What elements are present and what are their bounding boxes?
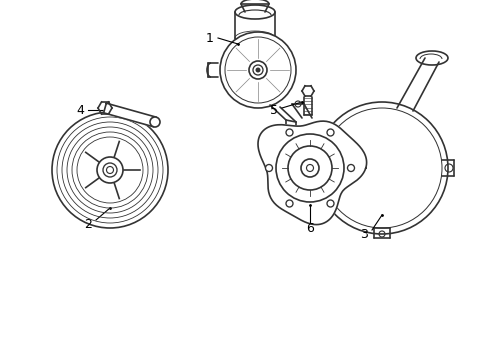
Text: 3: 3 bbox=[360, 229, 368, 242]
Circle shape bbox=[220, 32, 296, 108]
Circle shape bbox=[327, 129, 334, 136]
Text: 4: 4 bbox=[76, 104, 84, 117]
Circle shape bbox=[286, 129, 293, 136]
Polygon shape bbox=[104, 103, 156, 127]
Circle shape bbox=[150, 117, 160, 127]
Circle shape bbox=[266, 165, 272, 171]
Circle shape bbox=[316, 102, 448, 234]
Circle shape bbox=[255, 68, 261, 72]
Polygon shape bbox=[258, 121, 367, 225]
Circle shape bbox=[307, 165, 314, 171]
Circle shape bbox=[106, 166, 114, 174]
Circle shape bbox=[327, 200, 334, 207]
Circle shape bbox=[52, 112, 168, 228]
Circle shape bbox=[347, 165, 354, 171]
Circle shape bbox=[286, 200, 293, 207]
Text: 1: 1 bbox=[206, 32, 214, 45]
Text: 5: 5 bbox=[270, 104, 278, 117]
Text: 2: 2 bbox=[84, 217, 92, 230]
Text: 6: 6 bbox=[306, 221, 314, 234]
